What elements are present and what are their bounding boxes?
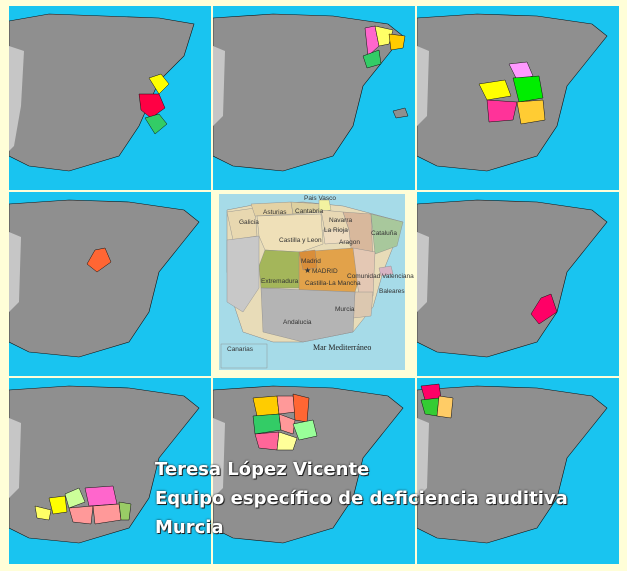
spain-map-murcia	[417, 192, 619, 376]
tile-center-map: Pais Vasco Asturias Cantabria Galicia Na…	[213, 192, 415, 376]
credits: Teresa López Vicente Equipo específico d…	[155, 455, 568, 542]
capital-star-icon: ★	[304, 266, 311, 275]
label-comunidad-valenciana: Comunidad Valenciana	[347, 273, 414, 280]
spain-map-valenciana	[9, 6, 211, 190]
tile-comunidad-valenciana	[9, 6, 211, 190]
label-asturias: Asturias	[263, 209, 287, 216]
label-canarias: Canarias	[227, 346, 254, 353]
tile-galicia	[417, 378, 619, 564]
spain-map-galicia	[417, 378, 619, 564]
credit-author: Teresa López Vicente	[155, 459, 370, 480]
credit-location: Murcia	[155, 517, 224, 538]
label-extremadura: Extremadura	[261, 278, 299, 285]
spain-map-cataluna	[213, 6, 415, 190]
label-la-rioja: La Rioja	[324, 227, 348, 234]
tile-cataluna	[213, 6, 415, 190]
label-madrid-region: Madrid	[301, 258, 321, 265]
tile-murcia	[417, 192, 619, 376]
spain-map-castilla-la-mancha	[417, 6, 619, 190]
tile-castilla-la-mancha	[417, 6, 619, 190]
label-madrid-capital: MADRID	[312, 268, 338, 275]
label-galicia: Galicia	[239, 219, 259, 226]
label-aragon: Aragon	[339, 239, 360, 246]
label-cataluna: Cataluña	[371, 230, 397, 237]
label-castilla-la-mancha: Castilla-La Mancha	[305, 280, 361, 287]
tile-madrid	[9, 192, 211, 376]
label-andalucia: Andalucia	[283, 319, 312, 326]
label-castilla-y-leon: Castilla y Leon	[279, 237, 322, 244]
spain-map-castilla-y-leon	[213, 378, 415, 564]
tile-castilla-y-leon	[213, 378, 415, 564]
spain-political-map: Pais Vasco Asturias Cantabria Galicia Na…	[213, 192, 415, 376]
label-baleares: Baleares	[379, 288, 405, 295]
label-navarra: Navarra	[329, 217, 353, 224]
tile-andalucia	[9, 378, 211, 564]
credit-team: Equipo específico de deficiencia auditiv…	[155, 488, 568, 509]
label-cantabria: Cantabria	[295, 208, 324, 215]
label-pais-vasco: Pais Vasco	[304, 195, 336, 202]
label-sea: Mar Mediterráneo	[313, 343, 371, 352]
label-murcia: Murcia	[335, 306, 355, 313]
spain-map-andalucia	[9, 378, 211, 564]
spain-map-madrid	[9, 192, 211, 376]
